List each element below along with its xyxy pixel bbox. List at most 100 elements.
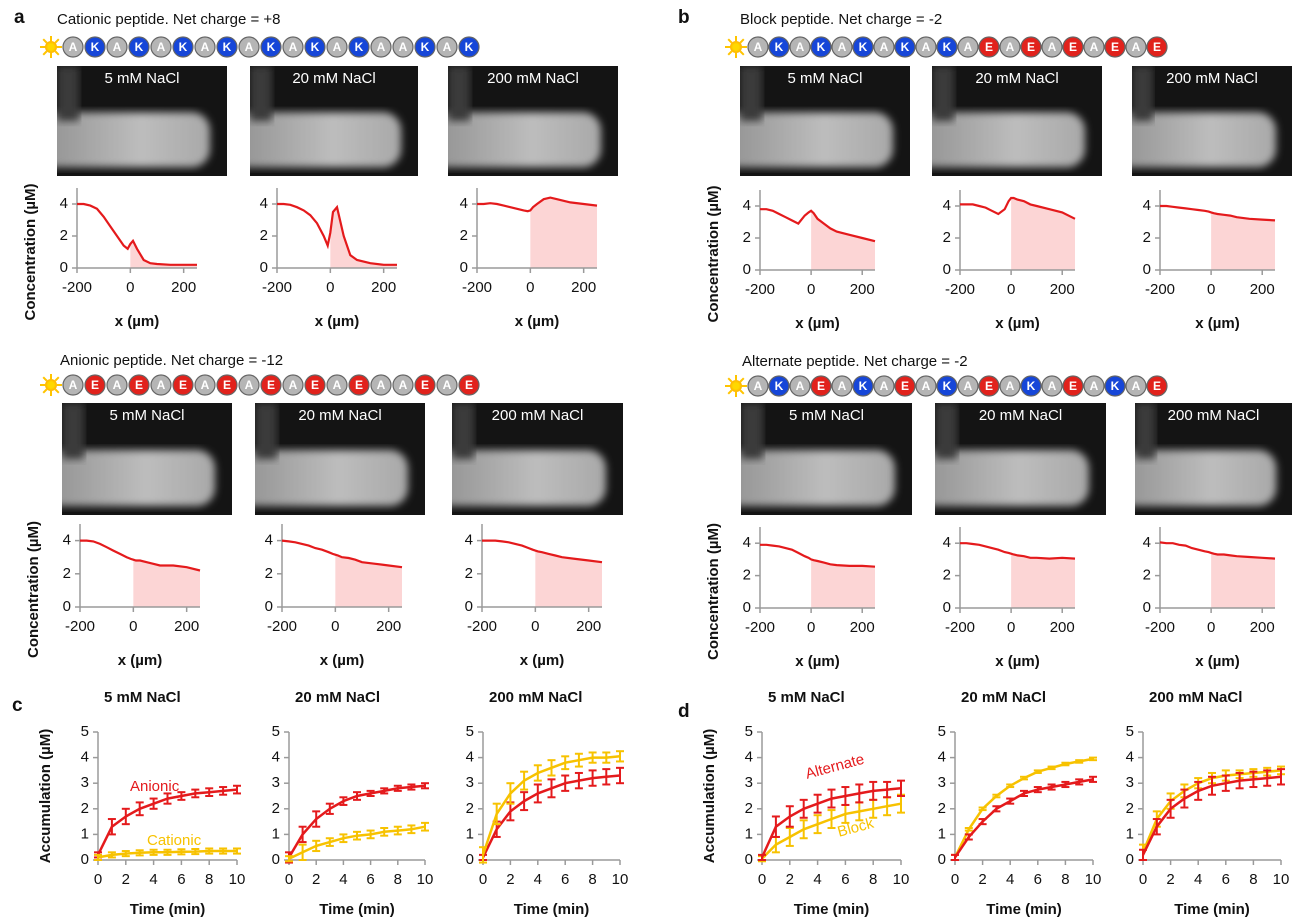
residue bbox=[1062, 36, 1084, 58]
residue-letter: A bbox=[245, 40, 254, 54]
residue bbox=[62, 36, 84, 58]
fluorophore bbox=[45, 379, 57, 391]
residue bbox=[831, 375, 853, 397]
channel bbox=[255, 450, 408, 507]
residue bbox=[1041, 36, 1063, 58]
micrograph: 20 mM NaCl bbox=[935, 403, 1106, 515]
fluorophore-ray bbox=[727, 377, 733, 383]
residue-letter: E bbox=[1153, 40, 1161, 54]
residue bbox=[172, 36, 194, 58]
residue-letter: E bbox=[985, 379, 993, 393]
x-tick-label: 200 bbox=[576, 618, 601, 635]
y-tick-label: 5 bbox=[81, 723, 89, 740]
y-tick-label: 0 bbox=[466, 851, 474, 868]
y-tick-label: 4 bbox=[1126, 749, 1134, 766]
residue bbox=[1062, 375, 1084, 397]
x-tick-label: 10 bbox=[417, 871, 434, 888]
y-tick-label: 4 bbox=[1143, 197, 1151, 214]
y-tick-label: 2 bbox=[1126, 800, 1134, 817]
x-tick-label: 200 bbox=[371, 279, 396, 296]
y-tick-label: 5 bbox=[938, 723, 946, 740]
residue bbox=[128, 374, 150, 396]
y-tick-label: 4 bbox=[265, 532, 273, 549]
y-tick-label: 2 bbox=[943, 567, 951, 584]
x-axis-label: x (µm) bbox=[995, 315, 1039, 332]
data-line bbox=[97, 849, 237, 859]
residue-letter: K bbox=[943, 379, 952, 393]
x-tick-label: 200 bbox=[1050, 281, 1075, 298]
x-tick-label: 0 bbox=[479, 871, 487, 888]
y-tick-label: 2 bbox=[943, 229, 951, 246]
side-channel bbox=[1132, 66, 1153, 121]
residue bbox=[238, 36, 260, 58]
residue-letter: A bbox=[754, 40, 763, 54]
y-tick-label: 2 bbox=[743, 229, 751, 246]
residue bbox=[414, 374, 436, 396]
x-tick-label: 200 bbox=[850, 619, 875, 636]
data-line bbox=[760, 543, 876, 568]
residue-letter: E bbox=[1111, 40, 1119, 54]
channel bbox=[1135, 450, 1277, 507]
y-tick-label: 0 bbox=[943, 261, 951, 278]
panel-letter: c bbox=[12, 695, 23, 716]
y-tick-label: 0 bbox=[745, 851, 753, 868]
residue bbox=[873, 36, 895, 58]
x-tick-label: 0 bbox=[807, 619, 815, 636]
x-tick-label: 10 bbox=[612, 871, 629, 888]
y-tick-label: 4 bbox=[63, 532, 71, 549]
residue bbox=[326, 374, 348, 396]
peptide-title: Anionic peptide. Net charge = -12 bbox=[60, 352, 283, 369]
residue-letter: K bbox=[901, 40, 910, 54]
y-tick-label: 3 bbox=[466, 774, 474, 791]
x-axis-label: Time (min) bbox=[794, 901, 870, 918]
x-tick-label: 200 bbox=[1050, 619, 1075, 636]
residue-letter: A bbox=[377, 40, 386, 54]
residue-letter: A bbox=[1048, 379, 1057, 393]
residue-letter: K bbox=[355, 40, 364, 54]
x-tick-label: 10 bbox=[1085, 871, 1102, 888]
residue-letter: E bbox=[91, 378, 99, 392]
residue-letter: K bbox=[859, 379, 868, 393]
x-tick-label: 200 bbox=[571, 279, 596, 296]
residue-letter: A bbox=[69, 378, 78, 392]
highlight-area bbox=[530, 197, 597, 268]
residue-letter: A bbox=[399, 378, 408, 392]
residue-letter: A bbox=[113, 40, 122, 54]
y-tick-label: 2 bbox=[743, 567, 751, 584]
x-tick-label: -200 bbox=[1145, 281, 1175, 298]
series-label: Alternate bbox=[804, 751, 866, 783]
side-channel bbox=[62, 403, 85, 459]
residue bbox=[1020, 36, 1042, 58]
y-tick-label: 2 bbox=[1143, 229, 1151, 246]
y-tick-label: 4 bbox=[743, 197, 751, 214]
x-tick-label: 10 bbox=[229, 871, 246, 888]
y-tick-label: 2 bbox=[938, 800, 946, 817]
micrograph-label: 20 mM NaCl bbox=[298, 407, 381, 424]
y-tick-label: 4 bbox=[466, 749, 474, 766]
x-axis-label: x (µm) bbox=[995, 653, 1039, 670]
residue-letter: E bbox=[465, 378, 473, 392]
y-tick-label: 2 bbox=[460, 227, 468, 244]
residue bbox=[194, 36, 216, 58]
residue bbox=[348, 374, 370, 396]
y-tick-label: 0 bbox=[743, 599, 751, 616]
residue bbox=[810, 36, 832, 58]
x-tick-label: -200 bbox=[65, 618, 95, 635]
data-line bbox=[481, 774, 621, 858]
residue bbox=[894, 375, 916, 397]
y-tick-label: 5 bbox=[1126, 723, 1134, 740]
residue bbox=[282, 36, 304, 58]
fluorophore-ray bbox=[54, 388, 60, 394]
residue-letter: A bbox=[113, 378, 122, 392]
residue-letter: K bbox=[1111, 379, 1120, 393]
residue-letter: K bbox=[311, 40, 320, 54]
channel bbox=[452, 450, 606, 507]
x-tick-label: 4 bbox=[149, 871, 157, 888]
micrograph: 200 mM NaCl bbox=[448, 66, 618, 176]
residue bbox=[84, 36, 106, 58]
fluorophore-ray bbox=[739, 377, 745, 383]
y-tick-label: 4 bbox=[943, 197, 951, 214]
x-axis-label: x (µm) bbox=[795, 315, 839, 332]
x-tick-label: 200 bbox=[174, 618, 199, 635]
data-line bbox=[288, 825, 426, 860]
